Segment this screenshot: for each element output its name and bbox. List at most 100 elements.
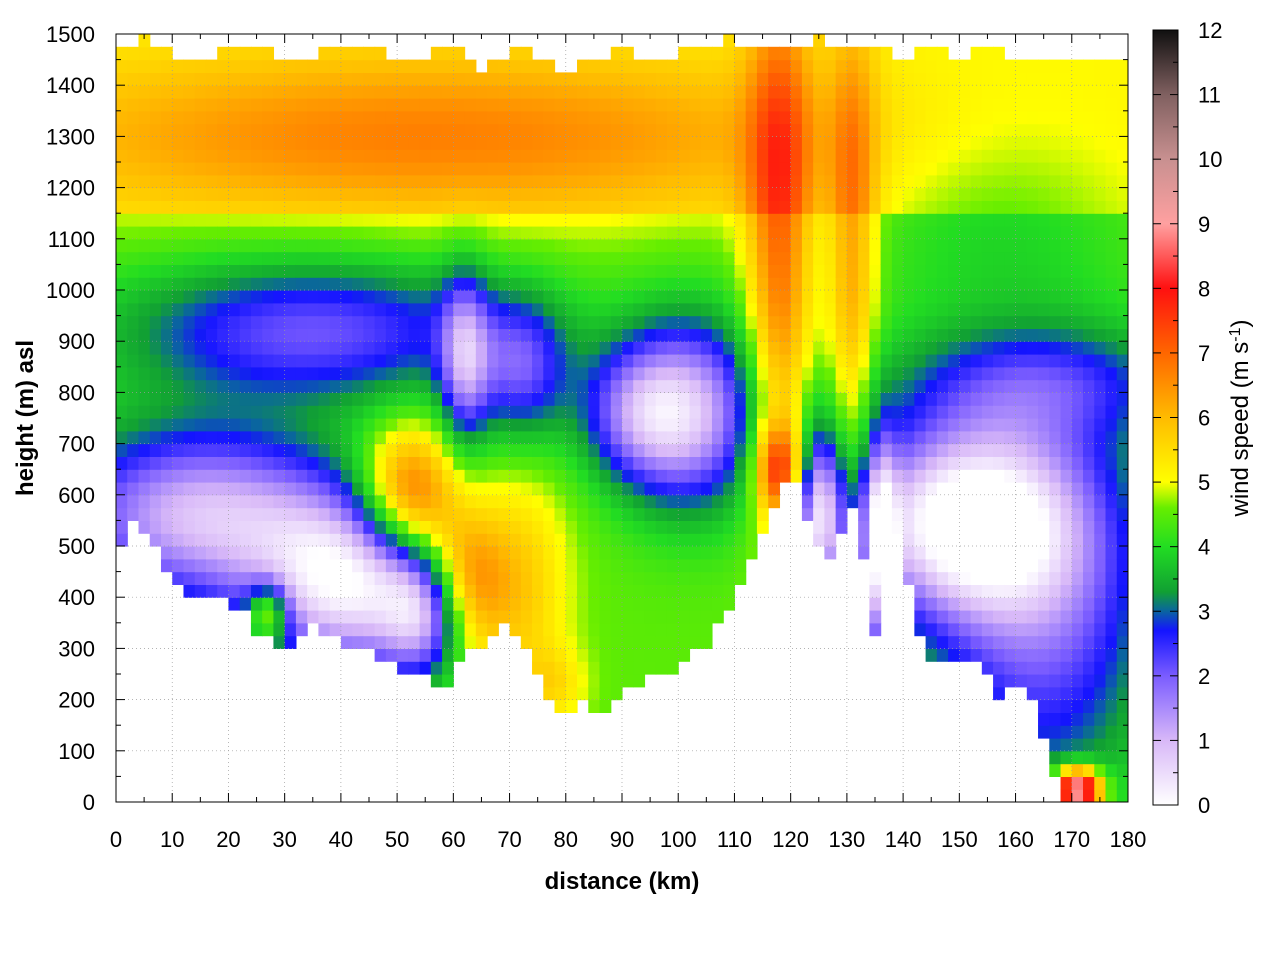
field-cell [487,392,499,406]
field-cell [385,72,398,86]
field-cell [1004,110,1017,125]
field-cell [509,59,522,73]
field-cell [1116,597,1128,611]
field-cell [532,456,544,470]
field-cell [329,610,342,624]
field-cell [768,405,781,419]
field-cell [993,622,1005,637]
field-cell [891,405,904,419]
field-cell [1105,558,1118,573]
x-tick-label: 110 [717,827,752,852]
field-cell [228,507,241,521]
field-cell [700,110,713,125]
field-cell [385,507,398,521]
field-cell [1094,98,1107,112]
field-cell [846,430,859,445]
field-cell [824,546,837,560]
field-cell [194,482,207,496]
field-cell [1105,725,1118,739]
field-cell [307,226,319,240]
field-cell [273,469,286,483]
field-cell [1083,136,1095,150]
field-cell [689,226,702,240]
field-cell [970,507,983,521]
field-cell [1083,264,1095,278]
field-cell [374,136,387,150]
field-cell [644,469,657,483]
field-cell [374,379,387,393]
field-cell [756,392,769,406]
field-cell [891,238,904,253]
field-cell [790,264,803,278]
field-cell [1015,379,1028,393]
field-cell [903,59,915,73]
field-cell [745,149,758,163]
field-cell [475,622,488,637]
field-cell [903,85,915,99]
field-cell [430,123,443,137]
field-cell [228,494,241,509]
field-cell [172,264,185,278]
field-cell [858,533,870,547]
field-cell [936,648,949,662]
field-cell [666,469,679,483]
field-cell [858,72,870,86]
field-cell [419,85,432,99]
field-cell [610,635,623,649]
field-cell [284,456,297,470]
field-cell [633,546,646,560]
field-cell [723,149,736,163]
field-cell [577,533,589,547]
field-cell [936,571,949,585]
field-cell [633,430,646,445]
field-cell [127,110,140,125]
field-cell [655,571,668,585]
field-cell [925,315,938,329]
field-cell [307,85,319,99]
field-cell [655,149,668,163]
field-cell [948,418,960,432]
field-cell [273,520,286,534]
field-cell [666,366,679,381]
field-cell [666,379,679,393]
field-cell [554,610,567,624]
field-cell [666,584,679,598]
field-cell [273,571,286,585]
field-cell [1060,456,1073,470]
field-cell [970,46,983,61]
field-cell [239,405,252,419]
field-cell [1071,174,1084,189]
field-cell [903,98,915,112]
field-cell [138,315,151,329]
field-cell [768,354,781,368]
field-cell [936,558,949,573]
field-cell [1083,149,1095,163]
field-cell [397,379,409,393]
field-cell [127,149,140,163]
field-cell [599,584,612,598]
field-cell [1015,354,1028,368]
field-cell [903,315,915,329]
field-cell [610,98,623,112]
field-cell [1094,584,1107,598]
field-cell [1116,110,1128,125]
field-cell [700,418,713,432]
field-cell [700,405,713,419]
field-cell [678,187,691,201]
field-cell [1060,584,1073,598]
field-cell [340,635,353,649]
field-cell [1026,136,1039,150]
field-cell [599,149,612,163]
field-cell [981,59,994,73]
field-cell [442,187,454,201]
field-cell [160,187,173,201]
field-cell [520,494,533,509]
field-cell [869,187,882,201]
field-cell [622,635,634,649]
field-cell [633,72,646,86]
field-cell [228,85,241,99]
field-cell [295,469,308,483]
field-cell [993,430,1005,445]
field-cell [374,46,387,61]
field-cell [678,546,691,560]
